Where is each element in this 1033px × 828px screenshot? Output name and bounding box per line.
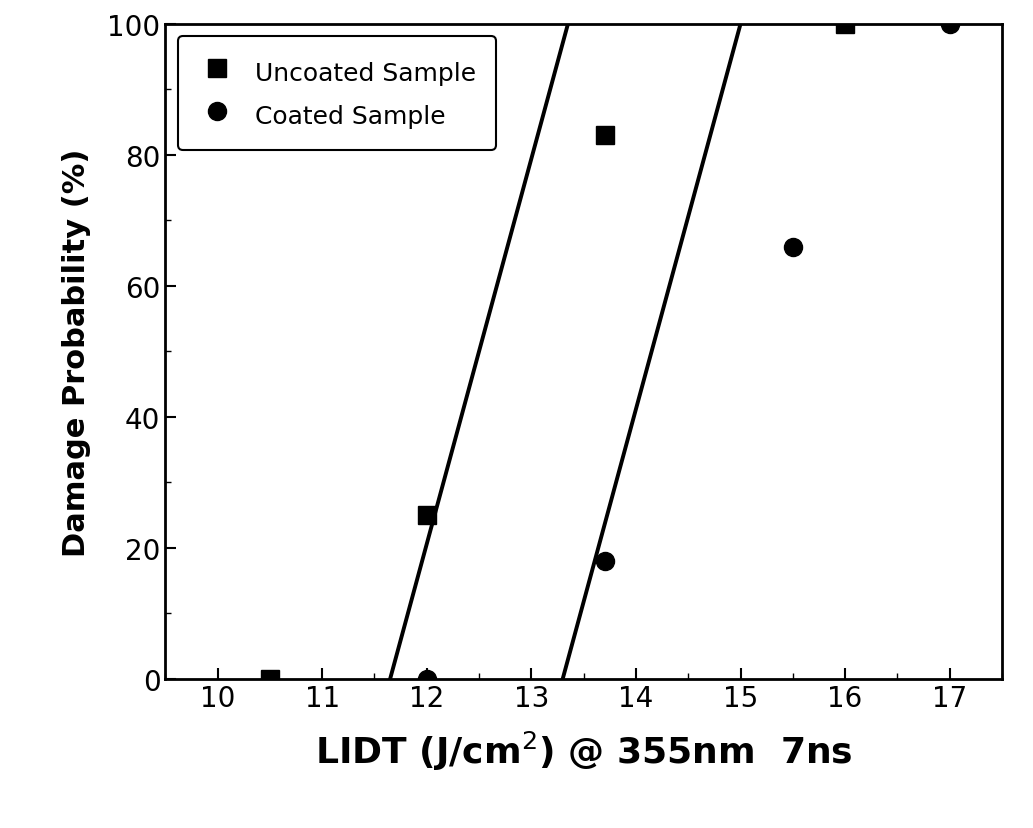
Uncoated Sample <box>263 674 276 684</box>
Coated Sample <box>420 674 433 684</box>
Line: Coated Sample: Coated Sample <box>417 16 959 688</box>
X-axis label: LIDT (J/cm$^{2}$) @ 355nm  7ns: LIDT (J/cm$^{2}$) @ 355nm 7ns <box>315 729 852 772</box>
Uncoated Sample <box>839 20 851 30</box>
Legend: Uncoated Sample, Coated Sample: Uncoated Sample, Coated Sample <box>178 37 497 151</box>
Uncoated Sample <box>598 131 611 141</box>
Line: Uncoated Sample: Uncoated Sample <box>261 16 854 688</box>
Coated Sample <box>787 243 800 253</box>
Coated Sample <box>943 20 956 30</box>
Y-axis label: Damage Probability (%): Damage Probability (%) <box>62 148 91 556</box>
Uncoated Sample <box>420 510 433 521</box>
Coated Sample <box>598 556 611 566</box>
